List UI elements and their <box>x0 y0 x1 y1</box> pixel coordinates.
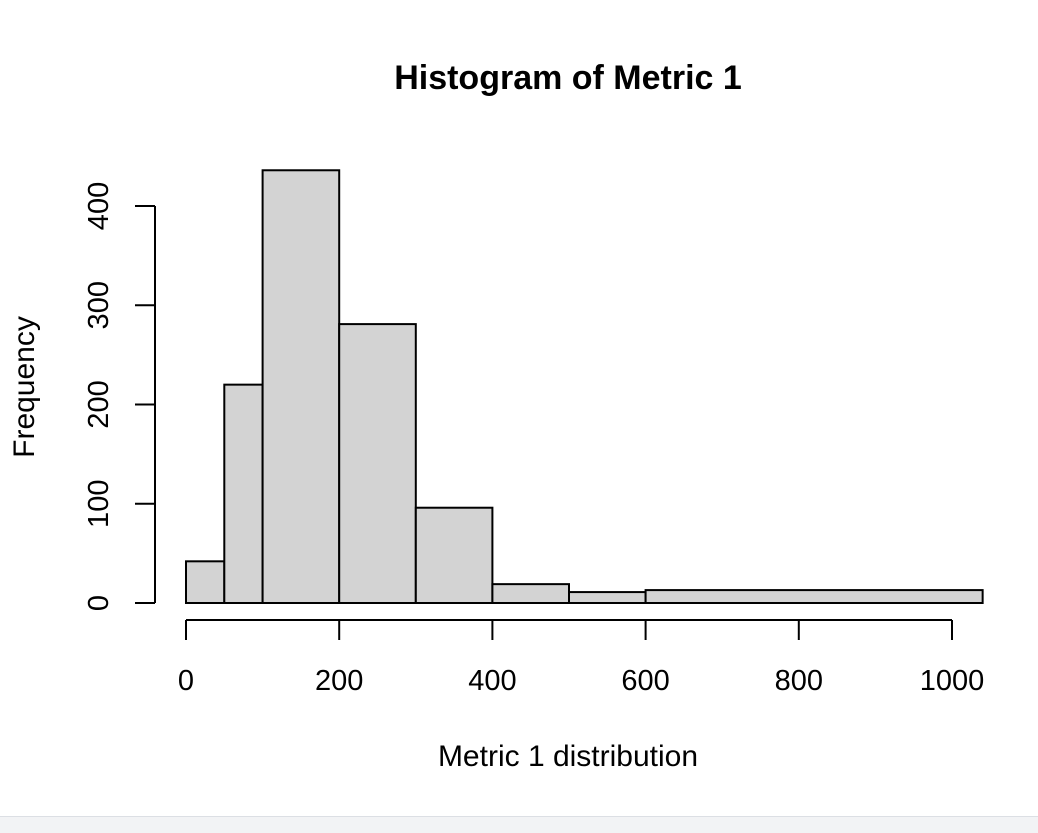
y-axis: 0 100 200 300 400 <box>83 182 156 611</box>
x-tick-label: 1000 <box>920 665 985 697</box>
y-tick-label: 100 <box>83 480 115 528</box>
y-tick-label: 400 <box>83 182 115 230</box>
histogram-bar <box>568 591 647 605</box>
y-tick-label: 0 <box>83 595 115 611</box>
plot-panel: Histogram of Metric 1 Metric 1 distribut… <box>8 59 985 773</box>
y-tick-label: 300 <box>83 281 115 329</box>
x-tick-label: 200 <box>315 665 363 697</box>
x-tick-label: 400 <box>468 665 516 697</box>
x-tick-label: 0 <box>178 665 194 697</box>
histogram-bar <box>491 583 570 605</box>
histogram-bars <box>185 169 984 605</box>
x-tick-label: 800 <box>775 665 823 697</box>
bottom-scroll-strip <box>0 816 1038 833</box>
x-tick-label: 600 <box>621 665 669 697</box>
histogram-bar <box>185 560 226 605</box>
histogram-bar <box>644 589 984 604</box>
chart-title: Histogram of Metric 1 <box>394 59 742 97</box>
histogram-chart: Histogram of Metric 1 Metric 1 distribut… <box>8 59 985 773</box>
histogram-bar <box>261 169 341 605</box>
x-axis: 0 200 400 600 800 1000 <box>178 619 985 697</box>
histogram-bar <box>223 383 264 604</box>
histogram-bar <box>338 323 417 604</box>
y-tick-label: 200 <box>83 380 115 428</box>
histogram-bar <box>414 506 494 604</box>
x-axis-title: Metric 1 distribution <box>438 740 698 773</box>
y-axis-title: Frequency <box>8 316 41 458</box>
